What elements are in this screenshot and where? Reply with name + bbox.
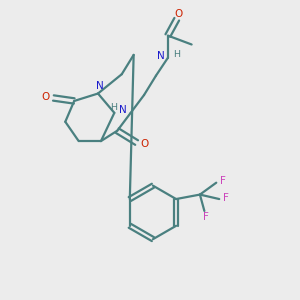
Text: N: N: [119, 105, 127, 115]
Text: F: F: [203, 212, 209, 223]
Text: O: O: [174, 9, 182, 19]
Text: H: H: [110, 103, 117, 112]
Text: H: H: [173, 50, 180, 59]
Text: F: F: [223, 193, 229, 202]
Text: N: N: [96, 81, 103, 91]
Text: O: O: [140, 139, 149, 149]
Text: F: F: [220, 176, 226, 186]
Text: O: O: [41, 92, 50, 101]
Text: N: N: [157, 51, 164, 62]
